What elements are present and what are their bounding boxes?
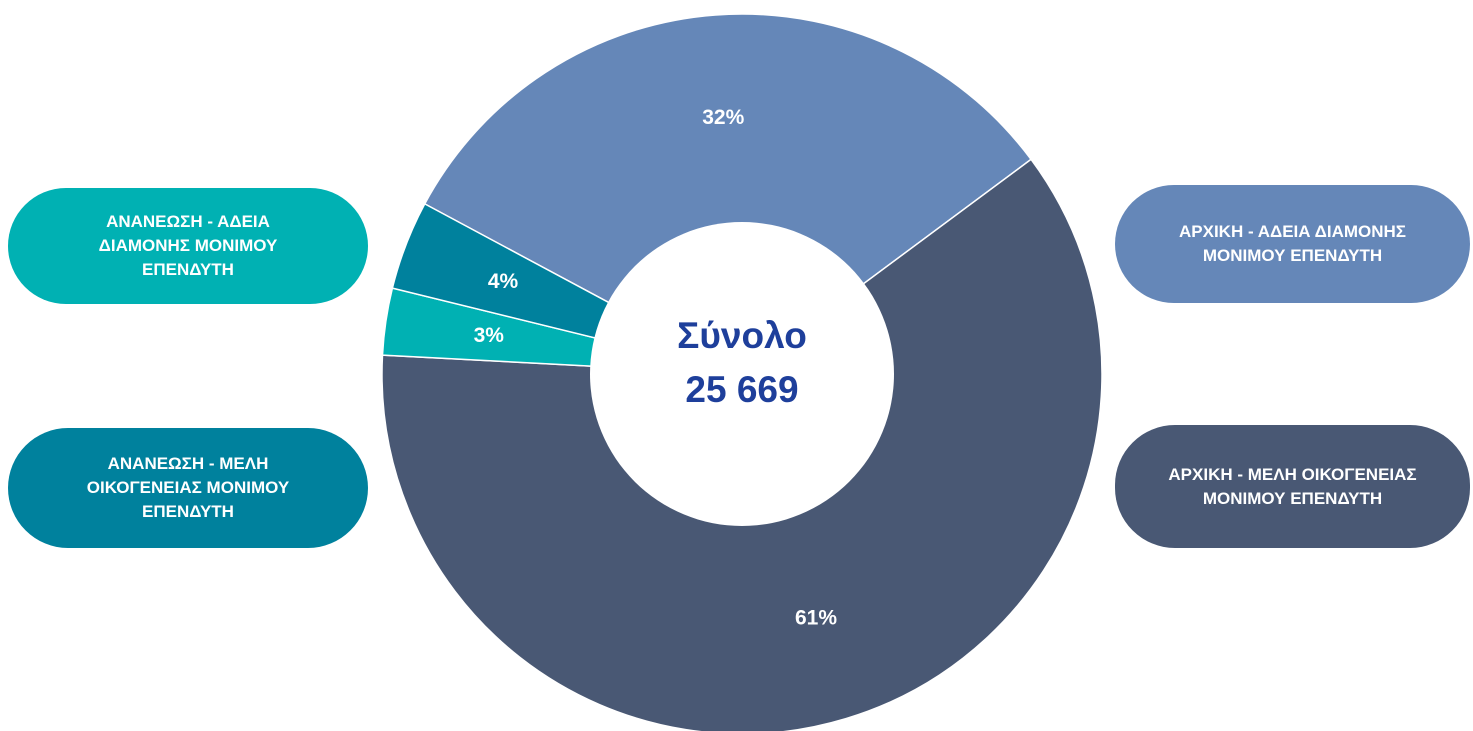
slice-label: 61% xyxy=(795,607,837,630)
slice-label: 3% xyxy=(474,324,505,347)
slice-label: 32% xyxy=(702,106,744,129)
center-hole xyxy=(590,222,894,526)
center-title: Σύνολο xyxy=(677,315,807,356)
legend-entry: ΑΝΑΝΕΩΣΗ - ΑΔΕΙΑ ΔΙΑΜΟΝΗΣ ΜΟΝΙΜΟΥ ΕΠΕΝΔΥ… xyxy=(8,188,368,304)
legend-entry: ΑΡΧΙΚΗ - ΜΕΛΗ ΟΙΚΟΓΕΝΕΙΑΣ ΜΟΝΙΜΟΥ ΕΠΕΝΔΥ… xyxy=(1115,425,1470,548)
slice xyxy=(423,13,1033,375)
legend-entry: ΑΡΧΙΚΗ - ΑΔΕΙΑ ΔΙΑΜΟΝΗΣ ΜΟΝΙΜΟΥ ΕΠΕΝΔΥΤΗ xyxy=(1115,185,1470,303)
legend-entry: ΑΝΑΝΕΩΣΗ - ΜΕΛΗ ΟΙΚΟΓΕΝΕΙΑΣ ΜΟΝΙΜΟΥ ΕΠΕΝ… xyxy=(8,428,368,548)
center-value: 25 669 xyxy=(685,369,798,410)
slice-label: 4% xyxy=(488,270,519,293)
